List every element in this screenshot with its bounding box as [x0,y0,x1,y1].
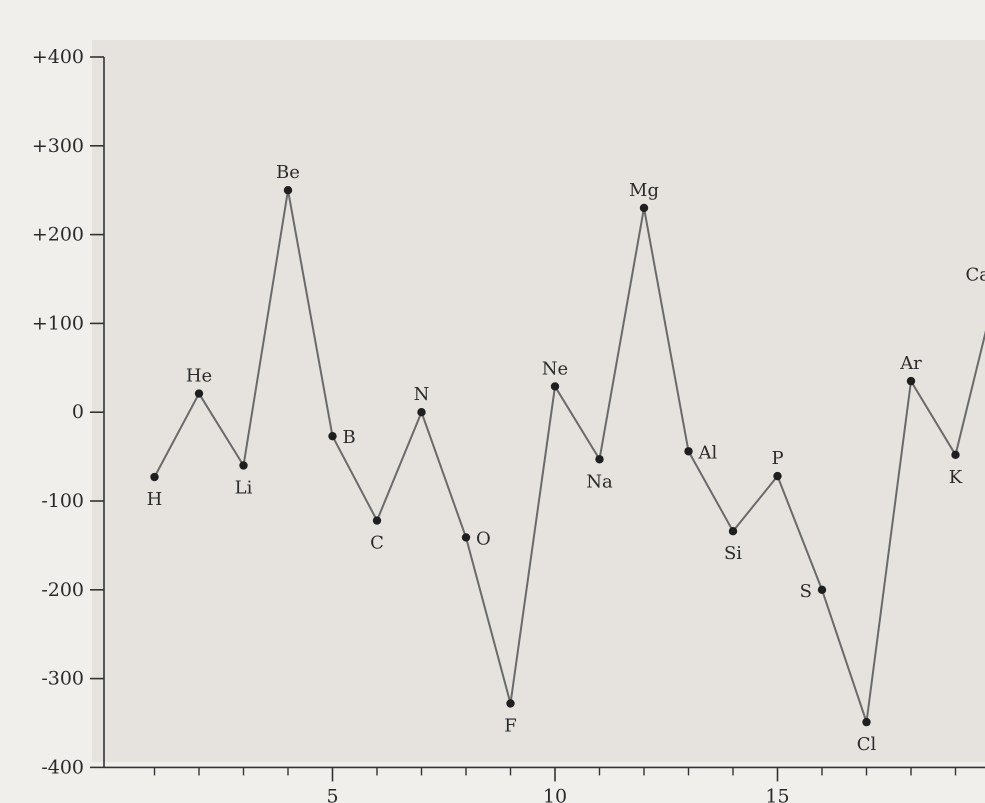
data-point-cl [862,717,871,727]
series-line-segment [954,330,985,456]
point-label-mg: Mg [629,180,659,201]
data-point-group [150,186,960,727]
data-point-mg [639,203,649,213]
x-tick-label: 5 [326,785,338,803]
data-point-n [417,408,426,417]
series-line-segment [198,393,245,467]
point-label-b: B [343,427,356,448]
series-line-segment [776,475,823,591]
series-line-segment [509,386,556,704]
series-line-group [153,190,985,723]
y-tick-label: -400 [41,756,84,778]
series-line-segment [420,411,467,538]
point-label-n: N [414,384,430,405]
data-point-li [239,461,248,470]
series-line-segment [910,380,957,456]
point-label-be: Be [276,162,300,183]
series-line-segment [465,537,512,704]
point-label-h: H [147,489,163,510]
point-label-si: Si [724,543,742,564]
series-line-segment [554,385,601,460]
point-label-p: P [771,448,783,469]
y-tick-label: +100 [32,312,84,334]
data-point-s [817,585,827,594]
y-tick-label: 0 [72,401,84,423]
data-point-f [506,699,515,708]
y-tick-label: -300 [41,668,84,690]
plot-area-shade [92,40,985,762]
series-line-segment [331,435,378,522]
point-label-s: S [800,581,812,602]
series-line-segment [598,207,645,460]
series-line-segment [865,380,912,723]
y-axis: +400 +300 +200 +100 0 -100 -200 -300 -400 [32,46,105,778]
point-label-k: K [949,467,963,488]
y-tick-label: -100 [41,490,84,512]
point-label-ar: Ar [899,353,922,374]
data-point-b [328,431,337,441]
data-point-ne [550,382,560,391]
point-label-ca: Ca [965,265,985,286]
data-point-h [150,472,159,482]
y-tick-label: -200 [41,579,84,601]
data-point-si [728,526,738,536]
x-axis: 5101520 [104,766,985,803]
series-line-segment [376,411,423,521]
data-point-k [951,450,960,460]
point-label-na: Na [586,471,613,492]
point-label-al: Al [698,442,718,463]
point-label-ne: Ne [542,358,568,379]
y-tick-label: +200 [32,224,84,246]
x-tick-label: 10 [543,785,567,803]
point-label-o: O [476,528,491,549]
series-line-segment [242,190,289,466]
data-point-na [595,455,604,464]
data-point-al [684,447,693,456]
series-line-segment [732,475,779,532]
series-line-segment [821,589,868,723]
point-label-f: F [504,715,517,736]
y-tick-label: +300 [32,135,84,157]
point-label-cl: Cl [857,734,877,755]
series-line-segment [643,207,690,452]
point-label-he: He [186,366,212,387]
data-point-he [194,389,204,398]
data-point-c [372,516,382,525]
point-label-group: H He Li Be B C N O F Ne Na Mg Al Si P S Cl Ar K Ca [147,162,985,755]
point-label-li: Li [235,477,253,498]
series-line-segment [153,393,200,478]
x-tick-label: 15 [765,785,789,803]
data-point-p [773,471,782,481]
series-line-segment [687,450,734,532]
data-point-o [461,533,471,542]
point-label-c: C [370,533,384,554]
series-line-segment [287,190,334,437]
data-point-ar [906,376,916,386]
y-tick-label: +400 [32,46,84,68]
plot-area [92,40,985,762]
data-point-be [283,186,293,195]
